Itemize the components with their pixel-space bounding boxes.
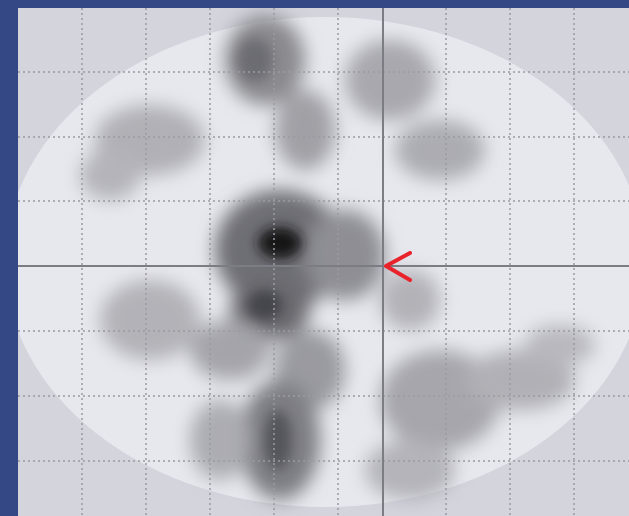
image xyxy=(18,8,629,516)
cursor-marker xyxy=(384,251,412,282)
activation-peaks xyxy=(237,38,302,470)
grid xyxy=(18,8,629,516)
activation-blobs xyxy=(80,15,595,500)
crosshair xyxy=(18,8,629,516)
